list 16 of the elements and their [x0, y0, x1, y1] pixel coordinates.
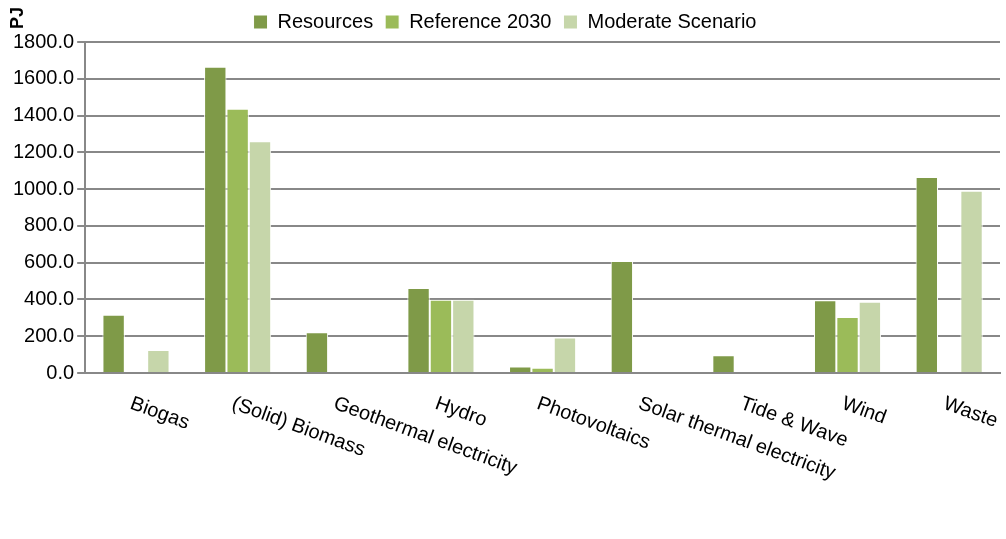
y-tick-label: 800.0: [24, 213, 75, 236]
x-tick-label: Waste: [940, 391, 1002, 432]
x-tick-label: Biogas: [127, 391, 193, 433]
y-tick-label: 400.0: [24, 286, 75, 309]
legend-label: Moderate Scenario: [587, 9, 757, 32]
y-tick-label: 1400.0: [13, 103, 75, 126]
y-axis-title: PJ: [6, 6, 27, 30]
y-tick-label: 1000.0: [13, 176, 75, 199]
y-tick-label: 0.0: [46, 360, 75, 383]
legend-label: Reference 2030: [409, 9, 552, 32]
y-tick-label: 1600.0: [13, 66, 75, 89]
y-tick-label: 1800.0: [13, 29, 75, 52]
y-tick-label: 1200.0: [13, 139, 75, 162]
y-tick-label: 200.0: [24, 323, 75, 346]
legend-label: Resources: [277, 9, 374, 32]
y-tick-label: 600.0: [24, 250, 75, 273]
